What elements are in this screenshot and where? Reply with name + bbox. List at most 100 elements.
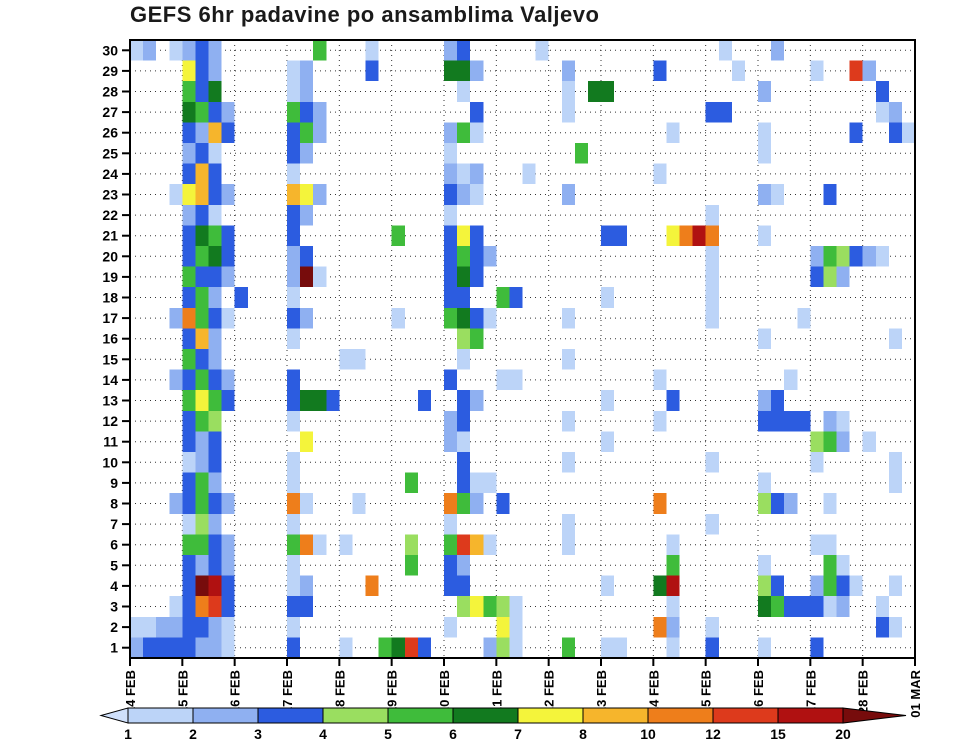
x-tick-label: 21 FEB xyxy=(489,670,504,714)
heatmap-cell xyxy=(810,431,824,452)
heatmap-cell xyxy=(758,596,772,617)
heatmap-cell xyxy=(653,575,667,597)
heatmap-cell xyxy=(666,225,680,246)
heatmap-cell xyxy=(457,122,471,143)
heatmap-cell xyxy=(561,410,575,432)
heatmap-cell xyxy=(784,596,798,617)
heatmap-cell xyxy=(888,328,902,349)
y-tick-label: 28 xyxy=(102,84,118,100)
heatmap-cell xyxy=(718,101,732,123)
heatmap-cell xyxy=(823,575,837,597)
heatmap-cell xyxy=(221,534,235,555)
heatmap-cell xyxy=(287,246,301,267)
heatmap-cell xyxy=(561,452,575,473)
heatmap-cell xyxy=(287,452,301,473)
heatmap-cell xyxy=(221,369,235,391)
heatmap-cell xyxy=(169,184,183,205)
heatmap-cell xyxy=(195,225,209,246)
colorbar-segment xyxy=(322,707,389,724)
heatmap-cell xyxy=(287,204,301,226)
plot-border xyxy=(129,39,916,659)
y-tick-label: 11 xyxy=(103,434,118,450)
heatmap-cell xyxy=(313,122,327,143)
heatmap-cell xyxy=(496,637,510,658)
heatmap-cell xyxy=(444,575,458,597)
heatmap-cell xyxy=(666,122,680,143)
heatmap-cell xyxy=(195,328,209,349)
heatmap-cell xyxy=(300,122,314,143)
heatmap-cell xyxy=(496,493,510,514)
x-tick-label: 16 FEB xyxy=(228,670,243,714)
y-tick-label: 20 xyxy=(102,248,118,264)
colorbar-label: 6 xyxy=(449,726,457,742)
heatmap-cell xyxy=(208,431,222,452)
heatmap-cell xyxy=(300,575,314,597)
heatmap-cell xyxy=(810,452,824,473)
heatmap-cell xyxy=(483,637,497,658)
heatmap-cell xyxy=(182,493,196,514)
heatmap-cell xyxy=(221,493,235,514)
heatmap-cell xyxy=(143,637,157,658)
heatmap-cell xyxy=(758,225,772,246)
heatmap-cell xyxy=(457,410,471,432)
heatmap-cell xyxy=(705,246,719,267)
heatmap-cell xyxy=(221,390,235,411)
heatmap-cell xyxy=(195,204,209,226)
heatmap-cell xyxy=(758,143,772,164)
heatmap-cell xyxy=(470,225,484,246)
heatmap-cell xyxy=(444,60,458,82)
heatmap-cell xyxy=(221,637,235,658)
heatmap-cell xyxy=(509,616,523,638)
heatmap-cell xyxy=(470,163,484,185)
x-tick-label: 19 FEB xyxy=(385,670,400,714)
heatmap-cell xyxy=(771,410,785,432)
heatmap-cell xyxy=(195,122,209,143)
heatmap-cell xyxy=(182,225,196,246)
heatmap-cell xyxy=(561,637,575,658)
heatmap-cell xyxy=(444,143,458,164)
heatmap-cell xyxy=(875,246,889,267)
heatmap-cell xyxy=(470,534,484,555)
heatmap-cell xyxy=(666,616,680,638)
heatmap-cell xyxy=(208,225,222,246)
heatmap-cell xyxy=(561,307,575,329)
heatmap-cell xyxy=(561,513,575,535)
y-axis: 1234567891011121314151617181920212223242… xyxy=(102,42,130,656)
heatmap-cell xyxy=(287,184,301,205)
heatmap-cell xyxy=(836,431,850,452)
heatmap-cell xyxy=(208,596,222,617)
heatmap-cell xyxy=(182,246,196,267)
y-tick-label: 24 xyxy=(102,166,118,182)
heatmap-cell xyxy=(195,287,209,308)
heatmap-cell xyxy=(509,596,523,617)
heatmap-cell xyxy=(444,246,458,267)
heatmap-cell xyxy=(208,163,222,185)
heatmap-cell xyxy=(771,40,785,61)
heatmap-cell xyxy=(705,307,719,329)
heatmap-cell xyxy=(457,390,471,411)
heatmap-cell xyxy=(143,40,157,61)
heatmap-cell xyxy=(182,266,196,288)
heatmap-cell xyxy=(365,40,379,61)
heatmap-cell xyxy=(601,390,615,411)
heatmap-cell xyxy=(470,101,484,123)
x-tick-label: 18 FEB xyxy=(332,670,347,714)
heatmap-cell xyxy=(195,431,209,452)
heatmap-cell xyxy=(836,246,850,267)
heatmap-cell xyxy=(221,596,235,617)
heatmap-cell xyxy=(810,637,824,658)
heatmap-cell xyxy=(888,616,902,638)
heatmap-cell xyxy=(221,184,235,205)
y-tick-label: 7 xyxy=(110,516,118,532)
heatmap-cell xyxy=(705,204,719,226)
x-tick-label: 15 FEB xyxy=(175,670,190,714)
heatmap-cell xyxy=(457,328,471,349)
heatmap-cell xyxy=(182,410,196,432)
colorbar-label: 7 xyxy=(514,726,522,742)
heatmap-cell xyxy=(182,390,196,411)
colorbar-under-arrow xyxy=(99,707,129,724)
heatmap-cell xyxy=(182,101,196,123)
heatmap-cell xyxy=(601,431,615,452)
colorbar-segment xyxy=(777,707,844,724)
